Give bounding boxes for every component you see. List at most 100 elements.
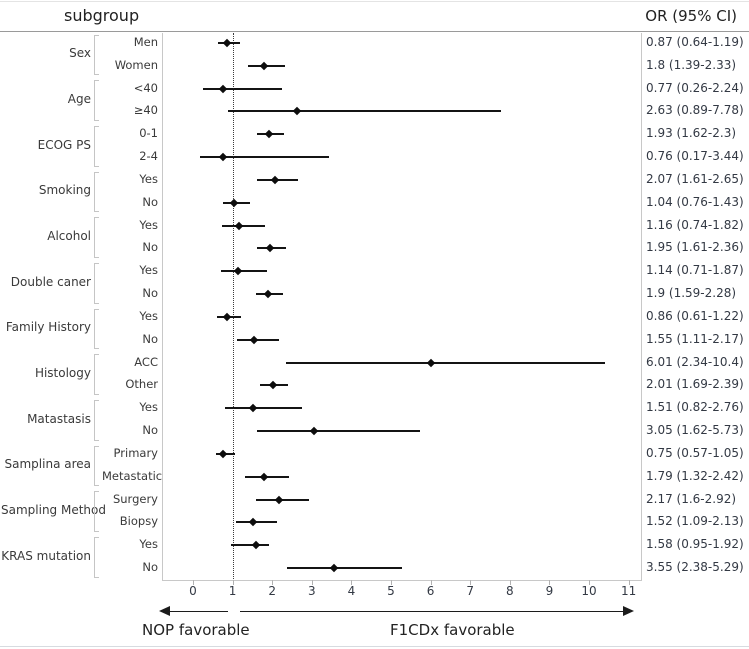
group-bracket bbox=[94, 80, 95, 120]
row-label: Women bbox=[114, 57, 158, 72]
group-label: Sex bbox=[69, 46, 91, 61]
row-label: ACC bbox=[134, 354, 158, 369]
group-bracket-top-serif bbox=[94, 80, 99, 82]
group-bracket-top-serif bbox=[94, 308, 99, 310]
or-marker bbox=[265, 244, 275, 253]
or-value: 1.93 (1.62-2.3) bbox=[646, 126, 737, 141]
row-label: No bbox=[142, 423, 158, 438]
right-arrow-icon bbox=[623, 606, 634, 616]
or-marker bbox=[233, 267, 243, 276]
axis-tick-label: 9 bbox=[545, 584, 554, 598]
f1cdx-favorable-label: F1CDx favorable bbox=[390, 621, 515, 639]
axis-tick bbox=[391, 580, 392, 585]
or-value: 0.75 (0.57-1.05) bbox=[646, 445, 744, 460]
or-value: 3.55 (2.38-5.29) bbox=[646, 560, 744, 575]
group-bracket-top-serif bbox=[94, 34, 99, 36]
group-bracket bbox=[94, 34, 95, 75]
or-value: 1.58 (0.95-1.92) bbox=[646, 537, 744, 552]
left-arrow-line bbox=[169, 611, 228, 612]
row-label: 0-1 bbox=[139, 126, 158, 141]
row-label: No bbox=[142, 194, 158, 209]
group-bracket bbox=[94, 491, 95, 531]
or-value: 2.63 (0.89-7.78) bbox=[646, 103, 744, 118]
axis-tick-label: 2 bbox=[268, 584, 276, 598]
group-bracket-bottom-serif bbox=[94, 485, 99, 487]
group-label: Family History bbox=[5, 320, 91, 335]
axis-tick bbox=[232, 580, 234, 585]
or-value: 3.05 (1.62-5.73) bbox=[646, 423, 744, 438]
or-marker bbox=[248, 518, 258, 527]
ci-line bbox=[203, 87, 282, 90]
axis-tick bbox=[193, 580, 194, 585]
axis-tick bbox=[628, 580, 630, 585]
bottom-border bbox=[0, 646, 749, 647]
or-marker bbox=[260, 61, 269, 71]
row-label: Men bbox=[133, 35, 158, 49]
axis-tick-label: 4 bbox=[347, 584, 356, 598]
group-label: Age bbox=[67, 92, 91, 107]
axis-tick bbox=[509, 580, 511, 585]
or-value: 2.17 (1.6-2.92) bbox=[646, 491, 737, 506]
row-label: Yes bbox=[139, 217, 158, 232]
axis-line bbox=[162, 580, 642, 581]
or-marker bbox=[218, 449, 227, 459]
ci-line bbox=[199, 156, 330, 159]
or-marker bbox=[259, 472, 269, 482]
or-marker bbox=[218, 152, 228, 162]
group-bracket bbox=[94, 399, 95, 440]
or-marker bbox=[426, 358, 436, 367]
group-bracket-bottom-serif bbox=[94, 393, 99, 395]
axis-tick-label: 7 bbox=[466, 584, 474, 598]
group-bracket-bottom-serif bbox=[94, 256, 99, 258]
axis-tick bbox=[430, 580, 432, 585]
or-marker bbox=[292, 107, 302, 116]
or-value: 6.01 (2.34-10.4) bbox=[646, 354, 744, 369]
group-bracket bbox=[94, 125, 95, 166]
or-marker bbox=[270, 175, 280, 185]
group-bracket-bottom-serif bbox=[94, 74, 99, 76]
left-arrow-icon bbox=[159, 606, 170, 616]
axis-tick-label: 8 bbox=[505, 584, 514, 598]
axis-tick bbox=[351, 580, 353, 585]
or-value: 1.8 (1.39-2.33) bbox=[646, 57, 737, 72]
or-marker bbox=[265, 130, 274, 139]
or-marker bbox=[251, 541, 260, 550]
or-marker bbox=[222, 312, 232, 322]
group-bracket-bottom-serif bbox=[94, 530, 99, 532]
or-value: 1.04 (0.76-1.43) bbox=[646, 194, 744, 209]
plot-right-border bbox=[641, 33, 642, 580]
or-marker bbox=[250, 335, 259, 345]
or-value: 0.86 (0.61-1.22) bbox=[646, 308, 744, 323]
group-bracket-top-serif bbox=[94, 217, 99, 219]
ci-line bbox=[228, 110, 502, 113]
ci-line bbox=[225, 407, 303, 410]
group-bracket-top-serif bbox=[94, 491, 99, 493]
row-label: Yes bbox=[139, 537, 158, 552]
ci-line bbox=[257, 430, 420, 433]
group-label: Double caner bbox=[10, 274, 91, 289]
group-label: Histology bbox=[34, 366, 91, 381]
or-value: 1.95 (1.61-2.36) bbox=[646, 240, 744, 255]
axis-tick-label: 6 bbox=[426, 584, 435, 598]
group-bracket-bottom-serif bbox=[94, 439, 99, 441]
or-value: 0.77 (0.26-2.24) bbox=[646, 80, 744, 95]
or-value: 1.51 (0.82-2.76) bbox=[646, 400, 744, 415]
group-bracket-top-serif bbox=[94, 125, 99, 127]
group-label: Smoking bbox=[38, 183, 91, 198]
or-value: 1.52 (1.09-2.13) bbox=[646, 514, 744, 529]
axis-tick-label: 11 bbox=[620, 584, 637, 598]
or-value: 1.14 (0.71-1.87) bbox=[646, 263, 744, 278]
group-bracket-bottom-serif bbox=[94, 302, 99, 304]
top-border bbox=[0, 1, 749, 2]
group-bracket bbox=[94, 536, 95, 577]
row-label: No bbox=[142, 331, 158, 346]
row-label: <40 bbox=[133, 80, 158, 95]
or-marker bbox=[274, 495, 284, 504]
ci-line bbox=[230, 544, 270, 547]
group-bracket-bottom-serif bbox=[94, 119, 99, 121]
or-marker bbox=[223, 38, 232, 48]
group-bracket-bottom-serif bbox=[94, 165, 99, 167]
group-bracket-top-serif bbox=[94, 536, 99, 538]
or-marker bbox=[329, 563, 338, 573]
row-label: No bbox=[142, 286, 158, 301]
